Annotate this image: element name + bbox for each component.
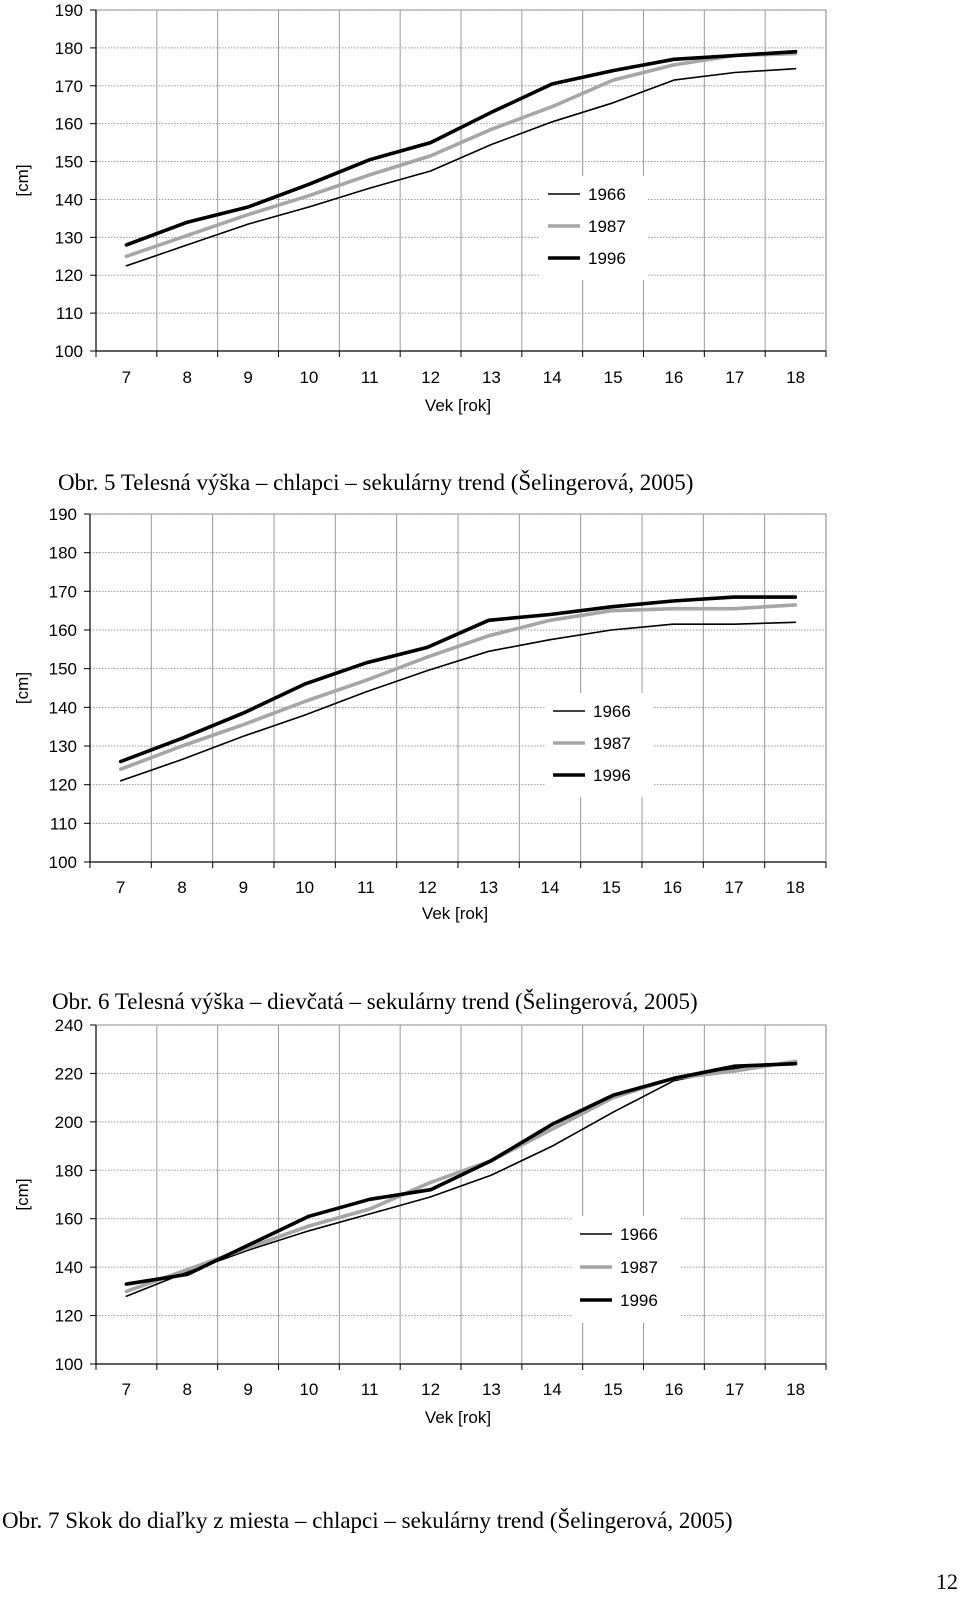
x-tick-label: 14 (541, 878, 560, 897)
x-tick-label: 10 (295, 878, 314, 897)
y-tick-label: 120 (49, 776, 77, 795)
y-tick-label: 110 (50, 814, 77, 833)
legend-label-1966: 1966 (588, 185, 626, 204)
y-tick-label: 150 (55, 153, 83, 172)
x-tick-label: 15 (604, 368, 623, 387)
x-tick-label: 17 (725, 368, 744, 387)
series-line-1966 (119, 621, 797, 782)
x-tick-label: 15 (604, 1380, 623, 1399)
x-tick-label: 13 (482, 1380, 501, 1399)
chart-1: 100 110 120 130 140 150 160 170 180 190 7 8 9 10 11 12 1… (13, 1, 827, 415)
y-tick-label: 130 (55, 228, 83, 247)
x-tick-label: 8 (183, 368, 192, 387)
legend-label-1966: 1966 (593, 702, 631, 721)
legend-label-1987: 1987 (620, 1258, 658, 1277)
y-tick-label: 180 (55, 1161, 83, 1180)
y-tick-label: 140 (49, 698, 77, 717)
x-tick-label: 8 (183, 1380, 192, 1399)
y-tick-label: 160 (55, 115, 83, 134)
y-tick-label: 140 (55, 190, 83, 209)
legend-label-1996: 1996 (588, 249, 626, 268)
y-tick-label: 180 (49, 544, 77, 563)
x-tick-label: 9 (239, 878, 248, 897)
series-line-1996 (124, 1061, 798, 1286)
x-tick-label: 14 (543, 1380, 562, 1399)
x-tick-label: 18 (786, 368, 805, 387)
y-tick-label: 170 (55, 77, 83, 96)
series-line-1996 (118, 595, 798, 764)
page-number: 12 (936, 1569, 958, 1594)
legend: 1966 1987 1996 (545, 693, 653, 797)
x-tick-label: 13 (479, 878, 498, 897)
y-tick-label: 100 (49, 853, 77, 872)
x-axis-title: Vek [rok] (425, 396, 491, 415)
x-tick-label: 15 (602, 878, 621, 897)
x-tick-label: 12 (421, 1380, 440, 1399)
x-tick-label: 14 (543, 368, 562, 387)
x-tick-label: 11 (357, 878, 375, 897)
figure-caption-6: Obr. 6 Telesná výška – dievčatá – sekulá… (52, 989, 698, 1014)
x-tick-label: 18 (786, 1380, 805, 1399)
x-tick-label: 16 (664, 1380, 683, 1399)
x-tick-label: 16 (664, 368, 683, 387)
chart-3: 100 120 140 160 180 200 220 240 7 8 9 10 11 12 13 14 15 1… (13, 1016, 827, 1427)
x-tick-label: 7 (122, 368, 131, 387)
y-tick-label: 130 (49, 737, 77, 756)
y-tick-label: 190 (49, 505, 77, 524)
series-line-1996 (124, 49, 798, 247)
y-tick-label: 220 (55, 1064, 83, 1083)
x-tick-label: 8 (177, 878, 186, 897)
x-axis-title: Vek [rok] (422, 904, 488, 923)
y-tick-label: 240 (55, 1016, 83, 1035)
y-tick-label: 160 (49, 621, 77, 640)
x-tick-label: 7 (122, 1380, 131, 1399)
x-tick-label: 12 (418, 878, 437, 897)
y-tick-label: 150 (49, 660, 77, 679)
y-tick-label: 200 (55, 1113, 83, 1132)
x-tick-label: 13 (482, 368, 501, 387)
x-tick-label: 7 (116, 878, 125, 897)
y-tick-label: 110 (56, 304, 83, 323)
legend-label-1966: 1966 (620, 1225, 658, 1244)
legend-label-1987: 1987 (593, 734, 631, 753)
x-tick-label: 10 (299, 1380, 318, 1399)
x-tick-label: 18 (786, 878, 805, 897)
x-tick-label: 11 (361, 1380, 379, 1399)
series-line-1987 (124, 51, 798, 259)
x-tick-label: 9 (243, 1380, 252, 1399)
series-line-1966 (125, 67, 797, 267)
x-tick-label: 16 (663, 878, 682, 897)
y-axis-title: [cm] (13, 1178, 32, 1210)
y-tick-label: 170 (49, 582, 77, 601)
y-tick-label: 180 (55, 39, 83, 58)
y-tick-label: 140 (55, 1258, 83, 1277)
x-tick-label: 9 (243, 368, 252, 387)
figure-caption-5: Obr. 5 Telesná výška – chlapci – sekulár… (58, 470, 694, 495)
x-tick-label: 12 (421, 368, 440, 387)
x-tick-label: 10 (299, 368, 318, 387)
x-tick-label: 17 (725, 878, 744, 897)
y-tick-label: 160 (55, 1210, 83, 1229)
x-tick-label: 17 (725, 1380, 744, 1399)
x-tick-label: 11 (361, 368, 379, 387)
y-tick-label: 100 (55, 342, 83, 361)
y-tick-label: 190 (55, 1, 83, 20)
y-axis-title: [cm] (13, 164, 32, 196)
y-tick-label: 120 (55, 1307, 83, 1326)
y-tick-label: 120 (55, 266, 83, 285)
figure-caption-7: Obr. 7 Skok do diaľky z miesta – chlapci… (2, 1508, 733, 1533)
series-line-1987 (118, 603, 798, 772)
legend-label-1996: 1996 (593, 766, 631, 785)
legend: 1966 1987 1996 (572, 1216, 680, 1323)
legend-label-1987: 1987 (588, 217, 626, 236)
x-axis-title: Vek [rok] (425, 1408, 491, 1427)
chart-2: 100 110 120 130 140 150 160 170 180 190 7 8 9 10 11 12 1… (13, 505, 827, 923)
y-tick-label: 100 (55, 1355, 83, 1374)
y-axis-title: [cm] (13, 672, 32, 704)
legend-label-1996: 1996 (620, 1291, 658, 1310)
legend: 1966 1987 1996 (540, 176, 648, 280)
